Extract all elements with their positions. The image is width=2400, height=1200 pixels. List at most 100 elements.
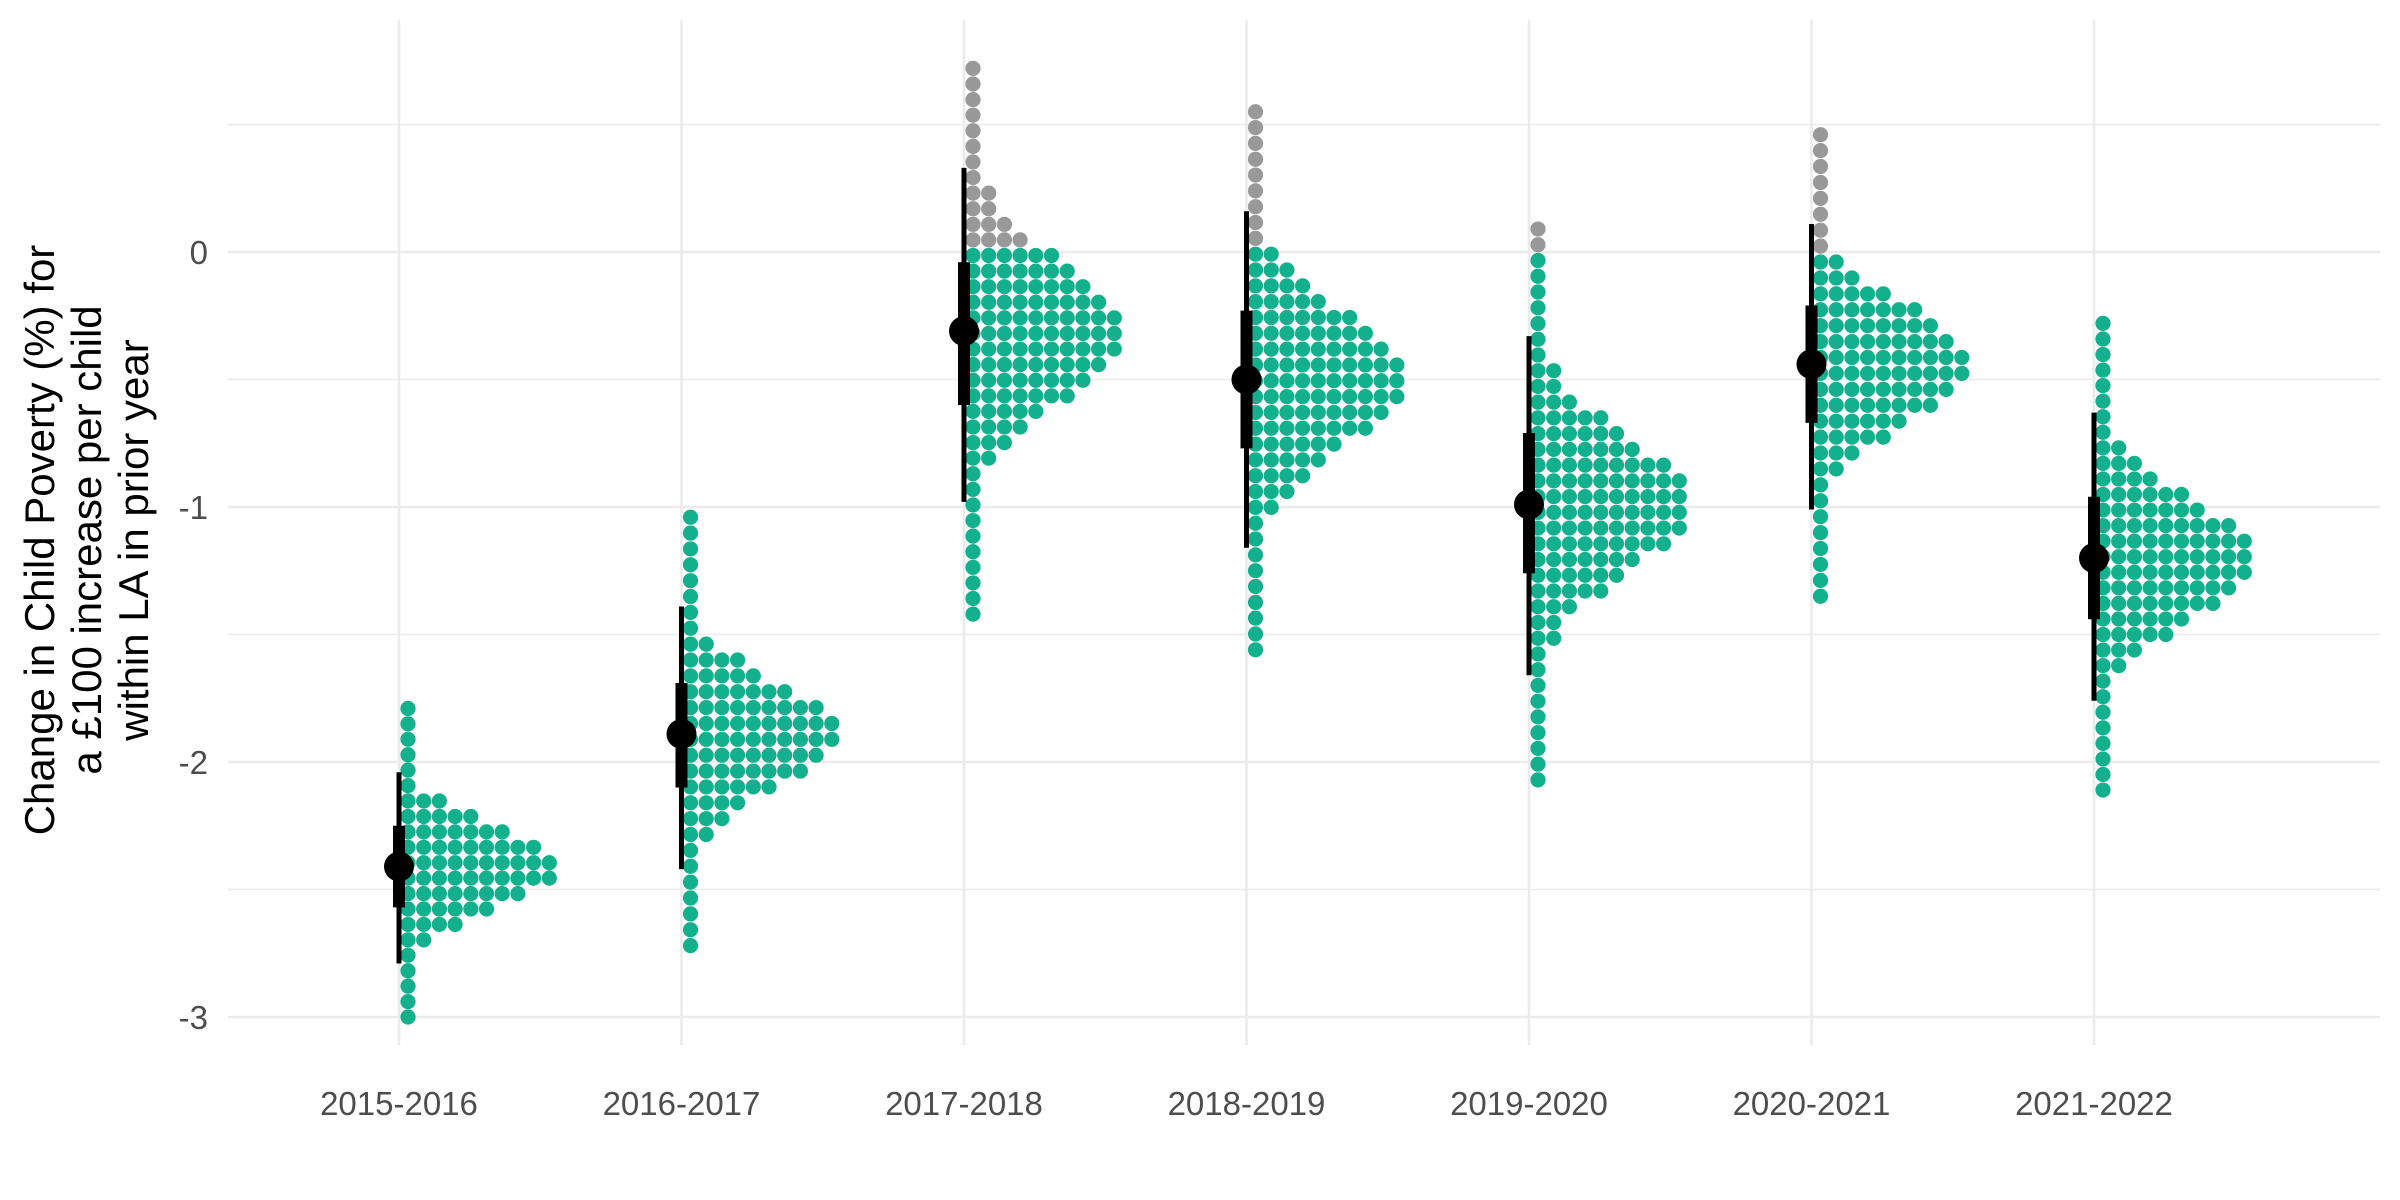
distribution-dot bbox=[777, 763, 793, 779]
distribution-dot bbox=[730, 715, 746, 732]
distribution-dot bbox=[1295, 357, 1311, 373]
distribution-dot bbox=[1844, 334, 1860, 350]
distribution-dot bbox=[2126, 580, 2142, 596]
distribution-dot bbox=[1608, 488, 1625, 505]
y-axis-title-line-1: Change in Child Poverty (%) for bbox=[16, 245, 63, 836]
y-axis-title-line-2: a £100 increase per child bbox=[63, 305, 110, 774]
distribution-dot bbox=[431, 808, 447, 825]
distribution-dot bbox=[2158, 626, 2174, 643]
distribution-dot bbox=[996, 341, 1013, 357]
distribution-dot bbox=[2221, 580, 2237, 596]
distribution-dot bbox=[1326, 325, 1342, 341]
distribution-dot bbox=[996, 216, 1013, 232]
distribution-dot bbox=[494, 824, 510, 840]
distribution-dot bbox=[698, 668, 714, 684]
distribution-dot bbox=[1295, 325, 1311, 341]
distribution-dot bbox=[1263, 278, 1279, 294]
distribution-dot bbox=[996, 419, 1013, 435]
distribution-dot bbox=[1561, 583, 1577, 599]
distribution-dot bbox=[1059, 310, 1075, 326]
distribution-dot bbox=[1530, 646, 1546, 662]
distribution-dot bbox=[824, 715, 840, 732]
distribution-dot bbox=[526, 855, 542, 871]
distribution-dot bbox=[1844, 397, 1860, 413]
distribution-dot bbox=[996, 232, 1013, 248]
distribution-dot bbox=[494, 870, 510, 886]
distribution-dot bbox=[1860, 286, 1876, 302]
distribution-dot bbox=[1656, 457, 1672, 473]
distribution-dot bbox=[792, 715, 809, 732]
distribution-dot bbox=[1860, 413, 1876, 429]
distribution-dot bbox=[2095, 331, 2111, 347]
distribution-dot bbox=[1546, 488, 1562, 505]
distribution-dot bbox=[2126, 642, 2142, 658]
distribution-dot bbox=[965, 528, 981, 544]
y-tick-label: -3 bbox=[179, 999, 208, 1036]
distribution-dot bbox=[1043, 247, 1060, 264]
distribution-dot bbox=[1608, 536, 1625, 552]
distribution-dot bbox=[965, 76, 981, 92]
distribution-dot bbox=[777, 747, 793, 763]
distribution-dot bbox=[2221, 549, 2237, 565]
median-point bbox=[1796, 349, 1827, 380]
distribution-dot bbox=[1279, 294, 1295, 310]
distribution-dot bbox=[682, 795, 699, 811]
distribution-dot bbox=[682, 588, 699, 605]
distribution-dot bbox=[2095, 471, 2111, 487]
distribution-dot bbox=[1263, 468, 1279, 484]
distribution-dot bbox=[510, 855, 526, 871]
distribution-dot bbox=[447, 916, 463, 933]
distribution-dot bbox=[1279, 420, 1295, 436]
distribution-dot bbox=[965, 466, 981, 482]
distribution-dot bbox=[2236, 549, 2252, 565]
distribution-dot bbox=[463, 870, 479, 886]
distribution-dot bbox=[2126, 486, 2142, 503]
distribution-dot bbox=[761, 684, 777, 700]
distribution-dot bbox=[2095, 751, 2111, 767]
distribution-dot bbox=[1561, 520, 1577, 536]
distribution-dot bbox=[2095, 735, 2111, 751]
distribution-dot bbox=[1247, 483, 1264, 500]
distribution-dot bbox=[1310, 325, 1326, 341]
distribution-dot bbox=[981, 372, 997, 388]
distribution-dot bbox=[2126, 502, 2142, 518]
distribution-dot bbox=[1546, 520, 1562, 536]
distribution-dot bbox=[1593, 504, 1609, 520]
distribution-dot bbox=[808, 731, 824, 747]
distribution-dot bbox=[447, 824, 463, 840]
y-tick-label: -1 bbox=[179, 489, 208, 526]
distribution-dot bbox=[1593, 473, 1609, 489]
distribution-dot bbox=[1577, 488, 1593, 505]
distribution-dot bbox=[400, 978, 416, 994]
distribution-dot bbox=[1812, 572, 1829, 588]
distribution-dot bbox=[1593, 520, 1609, 536]
distribution-dot bbox=[1263, 436, 1279, 452]
distribution-dot bbox=[965, 559, 981, 575]
distribution-dot bbox=[2095, 782, 2111, 798]
distribution-dot bbox=[2095, 642, 2111, 658]
distribution-dot bbox=[761, 731, 777, 747]
distribution-dot bbox=[1326, 357, 1342, 373]
distribution-dot bbox=[714, 763, 730, 779]
distribution-dot bbox=[981, 310, 997, 326]
distribution-dot bbox=[416, 901, 432, 917]
distribution-dot bbox=[1891, 413, 1907, 429]
distribution-dot bbox=[1059, 357, 1075, 373]
distribution-dot bbox=[1656, 504, 1672, 520]
distribution-dot bbox=[1530, 268, 1546, 284]
distribution-dot bbox=[698, 826, 714, 843]
distribution-dot bbox=[2221, 564, 2237, 580]
distribution-dot bbox=[965, 216, 981, 232]
distribution-dot bbox=[1828, 445, 1844, 461]
distribution-dot bbox=[1938, 334, 1954, 350]
distribution-dot bbox=[1828, 381, 1844, 397]
distribution-dot bbox=[1624, 457, 1640, 473]
distribution-dot bbox=[2142, 549, 2158, 565]
distribution-dot bbox=[400, 932, 416, 948]
distribution-dot bbox=[2173, 564, 2190, 580]
distribution-dot bbox=[1577, 536, 1593, 552]
distribution-dot bbox=[1828, 254, 1844, 270]
distribution-dot bbox=[996, 357, 1013, 373]
distribution-dot bbox=[996, 325, 1013, 342]
distribution-dot bbox=[1295, 420, 1311, 436]
